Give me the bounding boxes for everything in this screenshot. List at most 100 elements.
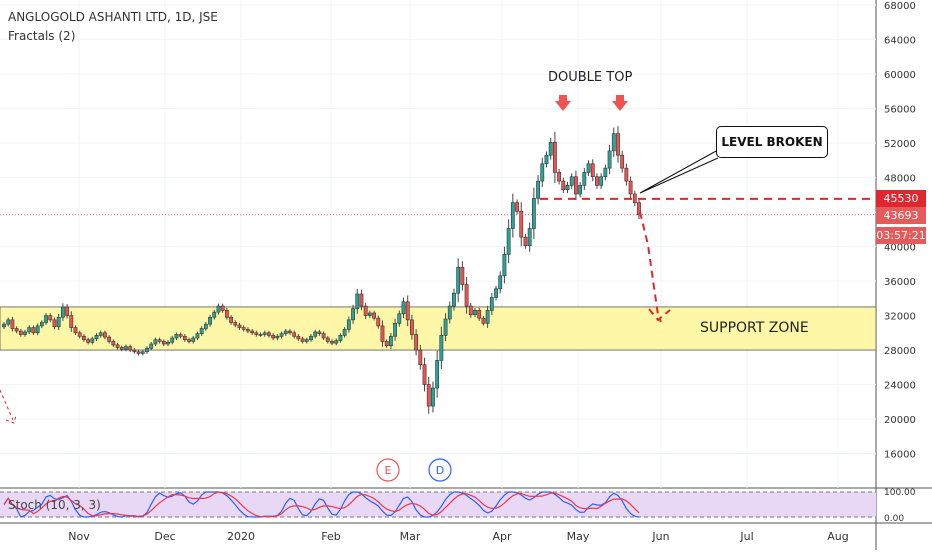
candle-body xyxy=(384,341,389,347)
candle-body xyxy=(304,339,309,342)
stoch-tick-label: 0.00 xyxy=(884,514,904,524)
candle-body xyxy=(536,180,540,199)
candle-body xyxy=(216,305,221,313)
candle-body xyxy=(18,330,23,335)
candle-body xyxy=(6,319,11,325)
candle-body xyxy=(401,301,406,315)
candle-body xyxy=(174,334,179,339)
candle-body xyxy=(128,346,133,351)
candle-body xyxy=(170,337,175,343)
candle-body xyxy=(82,335,86,341)
x-tick-label: Feb xyxy=(321,530,340,543)
candle-body xyxy=(578,185,583,195)
candle-body xyxy=(111,341,116,346)
dividend-event-label: D xyxy=(436,464,444,477)
candle-body xyxy=(388,335,393,347)
candle-body xyxy=(616,133,620,156)
candle-body xyxy=(552,141,557,173)
candle-body xyxy=(300,338,305,342)
candle-body xyxy=(447,305,452,320)
candle-body xyxy=(481,317,486,324)
candle-body xyxy=(140,351,145,354)
candle-body xyxy=(548,141,553,156)
y-tick-label: 68000 xyxy=(884,1,916,12)
candle-body xyxy=(380,325,385,342)
candle-body xyxy=(477,310,482,319)
candle-body xyxy=(73,327,78,334)
candle-body xyxy=(187,339,191,342)
candle-body xyxy=(258,334,263,336)
candle-body xyxy=(611,133,616,152)
candle-body xyxy=(565,185,570,190)
y-tick-label: 64000 xyxy=(884,36,916,47)
candle-body xyxy=(439,335,444,361)
projection-arrow xyxy=(639,211,671,323)
candle-body xyxy=(431,387,435,407)
candle-body xyxy=(39,322,44,327)
x-tick-label: Jul xyxy=(739,530,753,543)
candle-body xyxy=(178,334,183,337)
y-tick-label: 56000 xyxy=(884,105,916,116)
candle-body xyxy=(10,319,15,329)
candle-body xyxy=(510,202,515,229)
y-tick-label: 16000 xyxy=(884,450,916,461)
candle-body xyxy=(376,317,381,327)
earnings-event-label: E xyxy=(385,464,392,477)
candle-body xyxy=(544,154,549,165)
candle-body xyxy=(60,306,65,318)
candle-body xyxy=(262,332,267,335)
candle-body xyxy=(90,338,95,343)
x-tick-label: Aug xyxy=(827,530,848,543)
candle-body xyxy=(119,347,124,350)
candle-body xyxy=(519,210,524,238)
candle-body xyxy=(44,315,48,323)
candle-body xyxy=(620,154,625,169)
symbol-title: ANGLOGOLD ASHANTI LTD, 1D, JSE xyxy=(8,10,218,24)
stoch-indicator-label[interactable]: Stoch (10, 3, 3) xyxy=(8,498,101,512)
y-tick-label: 60000 xyxy=(884,70,916,81)
candle-body xyxy=(473,310,477,315)
candle-body xyxy=(540,163,545,182)
stoch-d-line xyxy=(3,491,640,518)
candle-body xyxy=(98,332,103,336)
candle-body xyxy=(279,333,284,337)
candle-body xyxy=(191,337,196,342)
candle-body xyxy=(283,330,288,334)
candle-body xyxy=(624,167,629,182)
dividend-event-marker[interactable] xyxy=(428,458,452,482)
earnings-event-marker[interactable] xyxy=(376,458,400,482)
candle-body xyxy=(136,351,141,354)
bar-countdown-tag: 03:57:21 xyxy=(876,227,926,244)
candle-body xyxy=(351,308,355,321)
candle-body xyxy=(561,180,566,190)
x-tick-label: Dec xyxy=(154,530,175,543)
candle-body xyxy=(628,180,633,195)
candle-body xyxy=(145,348,149,353)
support-zone-label: SUPPORT ZONE xyxy=(700,320,809,336)
candle-body xyxy=(557,172,561,182)
candle-body xyxy=(309,335,313,341)
candle-body xyxy=(220,305,225,311)
candle-body xyxy=(418,349,423,366)
candle-body xyxy=(2,323,6,328)
candle-body xyxy=(182,335,187,341)
candle-body xyxy=(342,329,347,336)
candle-body xyxy=(489,297,494,311)
candle-body xyxy=(569,176,574,186)
candle-body xyxy=(69,315,74,328)
candle-body xyxy=(292,332,297,337)
double-top-arrow xyxy=(612,95,628,111)
candle-body xyxy=(632,193,637,203)
candle-body xyxy=(574,176,578,195)
candle-body xyxy=(582,172,587,186)
support-zone-band xyxy=(0,306,877,351)
candle-body xyxy=(132,349,137,353)
candle-body xyxy=(267,332,271,336)
candle-body xyxy=(124,346,128,350)
x-tick-label: May xyxy=(567,530,590,543)
candle-body xyxy=(422,364,427,385)
candle-body xyxy=(346,319,351,330)
double-top-arrow xyxy=(555,95,571,111)
